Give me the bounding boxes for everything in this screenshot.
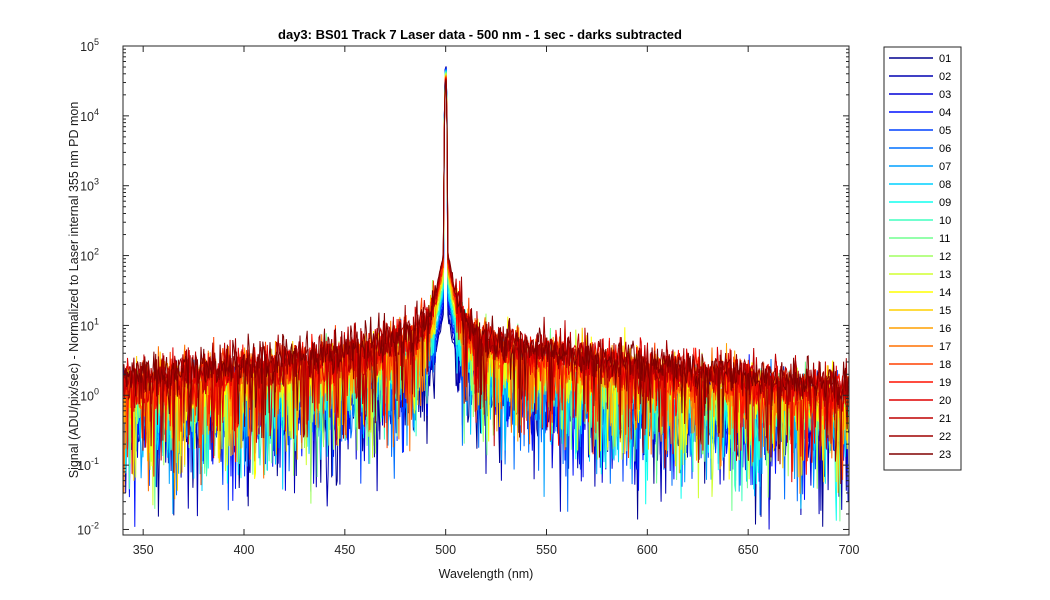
- legend-label-10: 10: [939, 215, 951, 227]
- x-tick-label: 600: [637, 543, 658, 557]
- legend-label-18: 18: [939, 359, 951, 371]
- plot-area-frame: [122, 45, 850, 536]
- legend-label-15: 15: [939, 305, 951, 317]
- legend-label-16: 16: [939, 323, 951, 335]
- y-axis-label: Signal (ADU/pix/sec) - Normalized to Las…: [67, 102, 81, 479]
- legend-label-02: 02: [939, 71, 951, 83]
- legend-label-08: 08: [939, 179, 951, 191]
- legend-label-22: 22: [939, 431, 951, 443]
- legend-label-12: 12: [939, 251, 951, 263]
- series-line-23: [123, 80, 849, 465]
- y-tick-label: 10-2: [77, 520, 99, 537]
- x-tick-label: 400: [234, 543, 255, 557]
- legend: 01 02 03 04 05 06 07 08 09 10 11 12 13 14 15 16 17 18 19 20…: [883, 46, 962, 471]
- legend-label-03: 03: [939, 89, 951, 101]
- x-axis-label: Wavelength (nm): [439, 567, 534, 581]
- series-layer: [123, 66, 849, 530]
- legend-label-11: 11: [939, 233, 950, 245]
- legend-label-06: 06: [939, 143, 951, 155]
- x-tick-label: 500: [435, 543, 456, 557]
- chart-title: day3: BS01 Track 7 Laser data - 500 nm -…: [278, 27, 682, 42]
- y-tick-label: 105: [80, 37, 99, 54]
- y-tick-label: 100: [80, 386, 99, 403]
- x-tick-label: 650: [738, 543, 759, 557]
- legend-label-01: 01: [939, 53, 951, 65]
- legend-label-07: 07: [939, 161, 951, 173]
- legend-label-23: 23: [939, 449, 951, 461]
- y-tick-label: 103: [80, 177, 99, 194]
- axis-ticks: 350 400 450 500 550 600 650 70010-210-110010110…: [77, 37, 859, 557]
- y-tick-label: 104: [80, 107, 99, 124]
- legend-label-13: 13: [939, 269, 951, 281]
- legend-label-04: 04: [939, 107, 951, 119]
- y-tick-label: 102: [80, 247, 99, 264]
- legend-label-05: 05: [939, 125, 951, 137]
- legend-label-09: 09: [939, 197, 951, 209]
- x-tick-label: 350: [133, 543, 154, 557]
- x-tick-label: 550: [536, 543, 557, 557]
- legend-label-21: 21: [939, 413, 951, 425]
- legend-label-17: 17: [939, 341, 951, 353]
- x-tick-label: 450: [334, 543, 355, 557]
- y-tick-label: 101: [80, 316, 99, 333]
- legend-label-19: 19: [939, 377, 951, 389]
- x-tick-label: 700: [839, 543, 860, 557]
- legend-label-20: 20: [939, 395, 951, 407]
- legend-label-14: 14: [939, 287, 951, 299]
